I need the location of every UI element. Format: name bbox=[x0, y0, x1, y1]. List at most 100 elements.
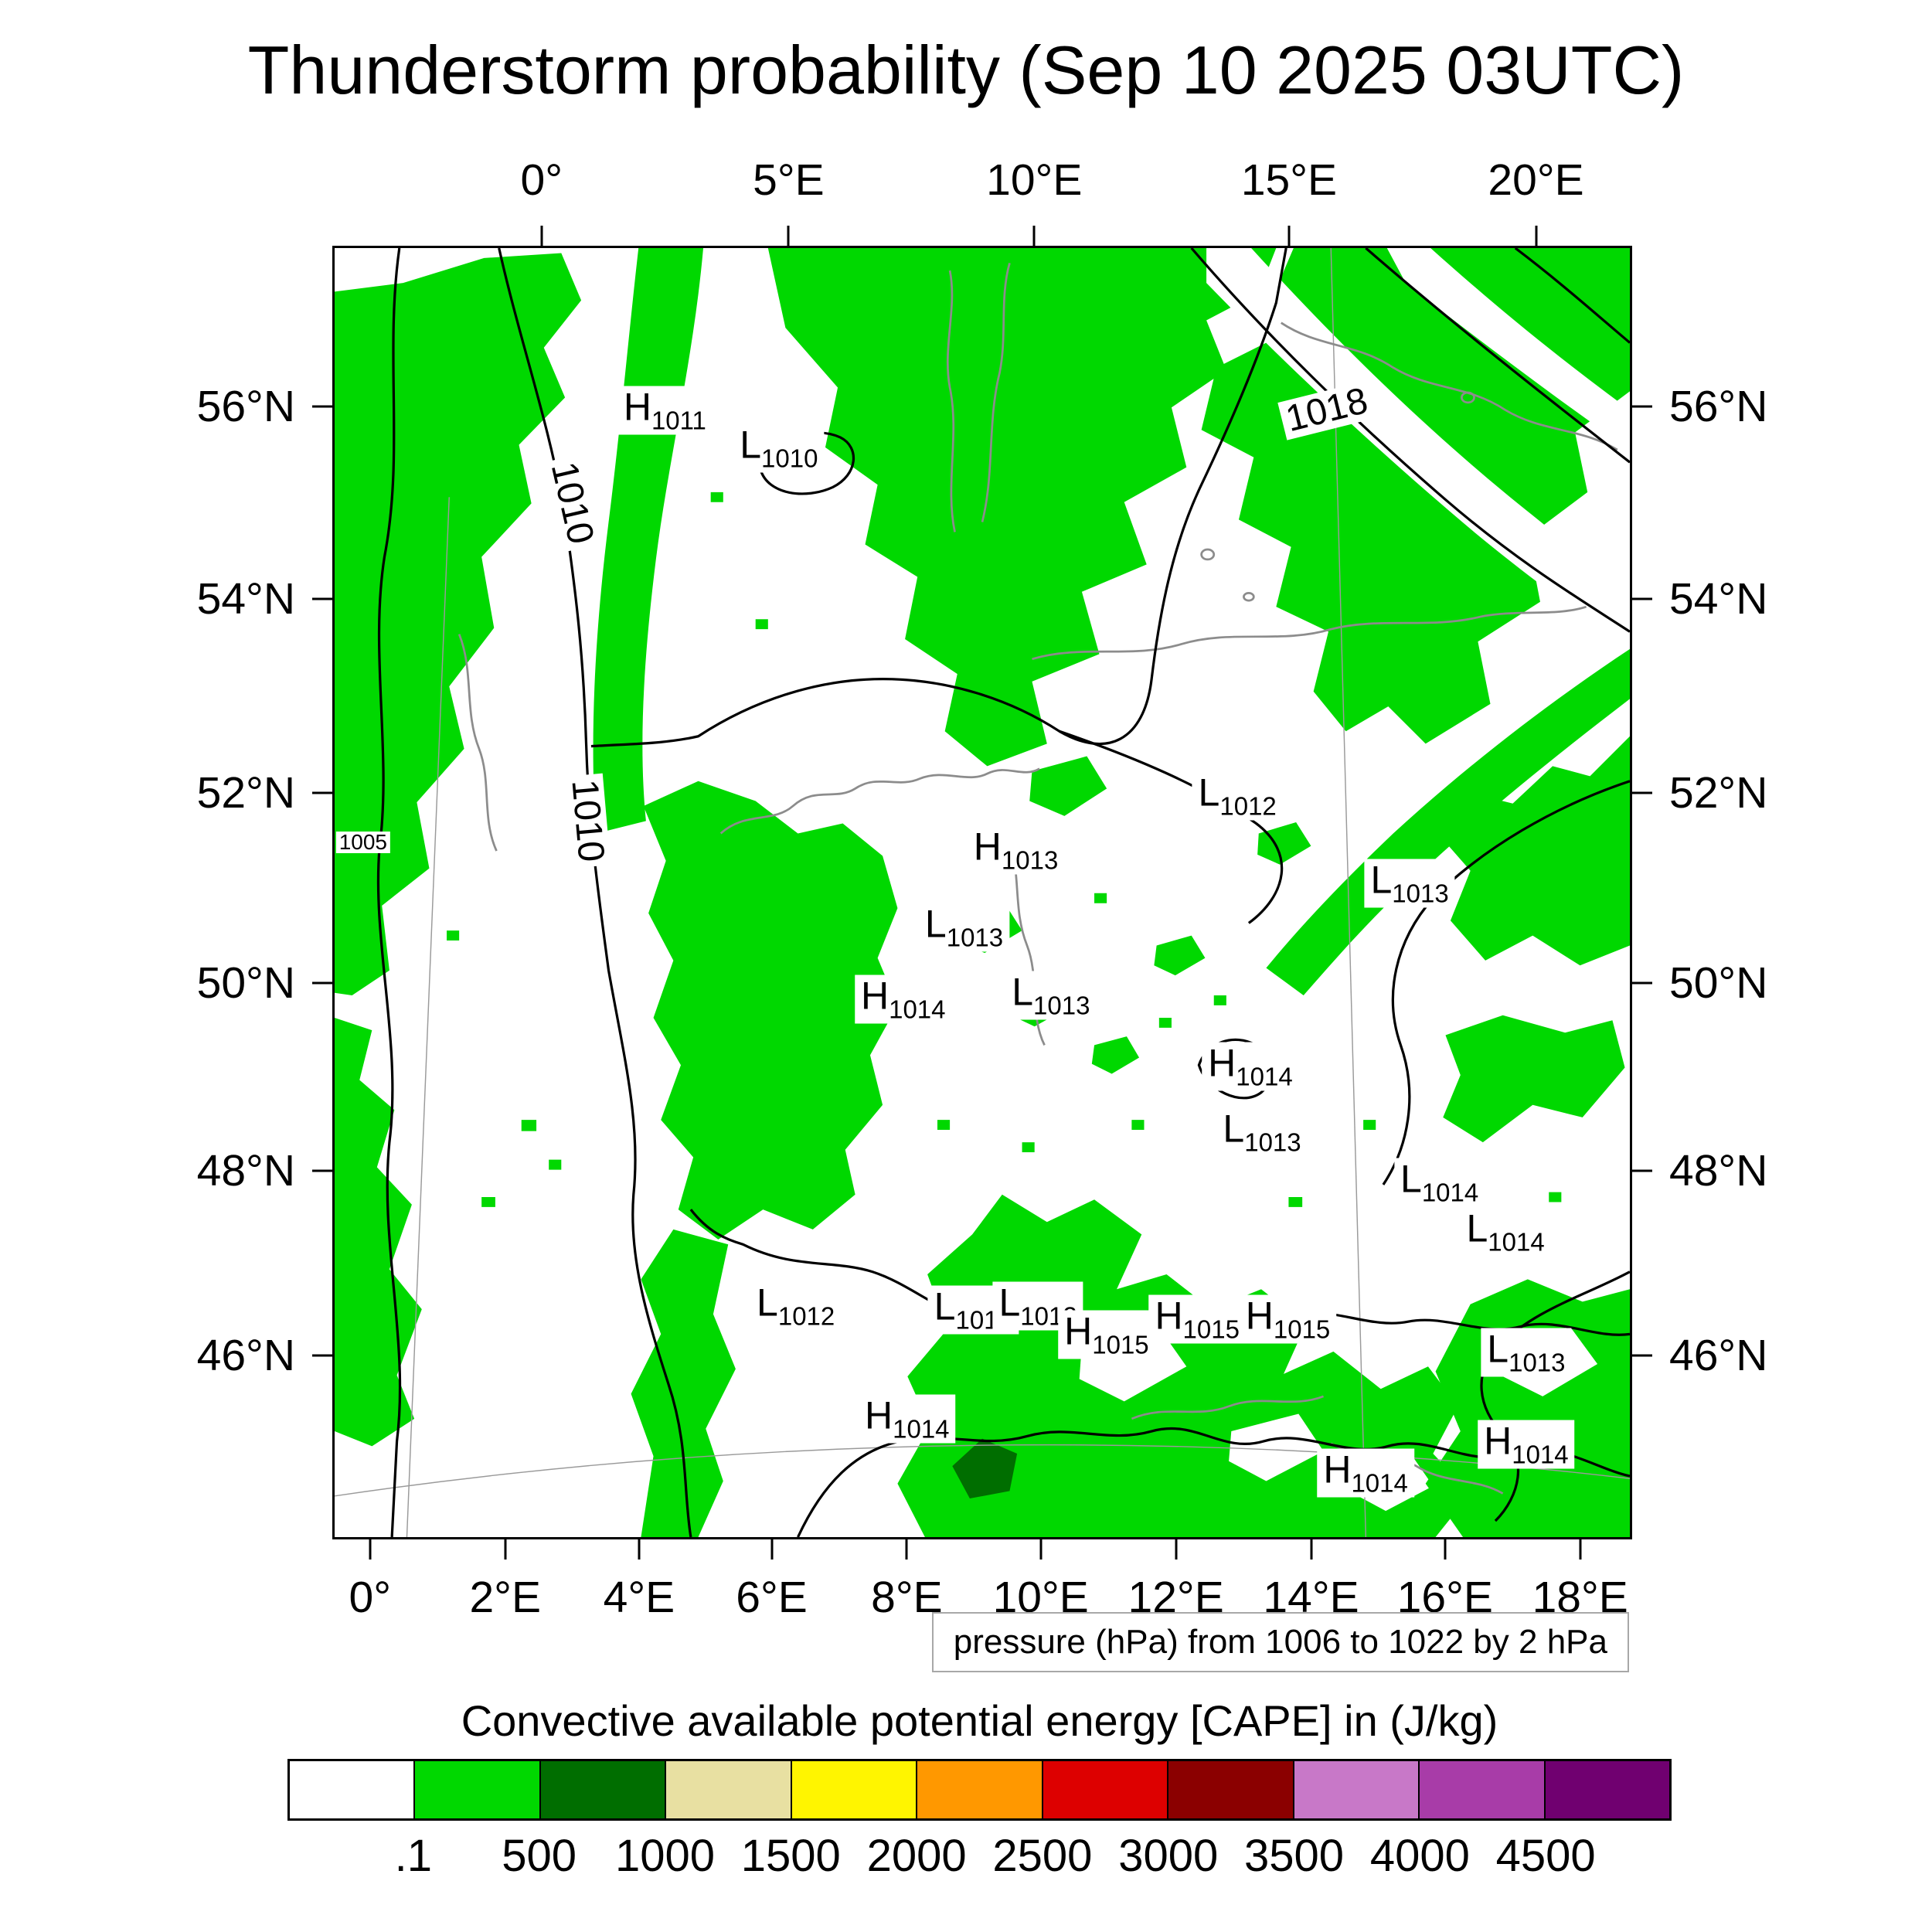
axis-label: 48°N bbox=[1669, 1145, 1768, 1196]
cape-region bbox=[1257, 821, 1311, 865]
pressure-center-label: H1015 bbox=[1058, 1309, 1155, 1359]
pressure-center-label: L1012 bbox=[750, 1281, 842, 1331]
colorbar-segment bbox=[540, 1761, 667, 1818]
pressure-center-letter: H bbox=[860, 974, 889, 1018]
colorbar-tick-labels: .1 500 1000 1500 2000 2500 3000 3500 4000 4500 bbox=[287, 1830, 1672, 1892]
pressure-center-label: H1014 bbox=[859, 1394, 956, 1444]
axis-label: 52°N bbox=[1669, 768, 1768, 818]
axis-label: 5°E bbox=[753, 155, 825, 205]
colorbar-segment bbox=[1043, 1761, 1169, 1818]
axis-tick bbox=[1632, 1354, 1652, 1357]
pressure-center-value: 1012 bbox=[777, 1301, 835, 1331]
colorbar-tick-label: 4000 bbox=[1369, 1831, 1470, 1881]
axis-label: 2°E bbox=[469, 1573, 541, 1622]
pressure-center-letter: L bbox=[1487, 1327, 1509, 1371]
colorbar-segment bbox=[1545, 1761, 1669, 1818]
pressure-center-letter: L bbox=[1370, 858, 1393, 902]
pressure-range-caption: pressure (hPa) from 1006 to 1022 by 2 hP… bbox=[931, 1612, 1629, 1672]
cape-region bbox=[335, 1017, 422, 1447]
pressure-center-value: 1014 bbox=[1421, 1178, 1479, 1207]
white-gap bbox=[1386, 248, 1630, 451]
colorbar-tick-label: 3500 bbox=[1244, 1831, 1345, 1881]
pressure-center-label: L1010 bbox=[733, 423, 825, 473]
cape-region-dark bbox=[952, 1438, 1018, 1499]
coastline bbox=[1281, 321, 1618, 451]
pressure-center-value: 1013 bbox=[1509, 1348, 1566, 1377]
pressure-center-letter: L bbox=[924, 902, 947, 946]
pressure-center-letter: L bbox=[1223, 1107, 1245, 1151]
cape-region bbox=[643, 781, 898, 1240]
colorbar-segment bbox=[290, 1761, 416, 1818]
axis-tick bbox=[638, 1539, 641, 1560]
axis-left-latitude: 56°N 54°N 52°N 50°N 48°N 46°N bbox=[108, 246, 332, 1539]
axis-tick bbox=[312, 597, 332, 600]
axis-tick bbox=[504, 1539, 507, 1560]
cape-region bbox=[335, 253, 582, 995]
isobar bbox=[590, 248, 1287, 748]
axis-tick bbox=[312, 791, 332, 794]
axis-tick bbox=[905, 1539, 908, 1560]
pressure-center-label: L1013 bbox=[1005, 970, 1097, 1020]
coastline bbox=[946, 270, 956, 532]
white-gap bbox=[1206, 248, 1630, 645]
pressure-center-label: H1015 bbox=[1148, 1294, 1246, 1344]
colorbar-tick-label: 1000 bbox=[614, 1831, 715, 1881]
axis-label: 6°E bbox=[736, 1573, 808, 1622]
axis-right-latitude: 56°N 54°N 52°N 50°N 48°N 46°N bbox=[1632, 246, 1872, 1539]
isobar bbox=[1514, 248, 1630, 344]
coastline bbox=[719, 767, 1040, 835]
axis-tick bbox=[770, 1539, 774, 1560]
coastline bbox=[1032, 605, 1587, 661]
axis-tick bbox=[1632, 405, 1652, 408]
colorbar-tick-label: 2500 bbox=[992, 1831, 1093, 1881]
graticule-line bbox=[406, 497, 450, 1537]
pressure-center-label: H1011 bbox=[617, 386, 713, 435]
pressure-center-letter: H bbox=[1155, 1294, 1183, 1338]
axis-label: 20°E bbox=[1488, 155, 1584, 205]
colorbar-tick-label: .1 bbox=[394, 1831, 432, 1881]
axis-tick bbox=[540, 226, 543, 246]
axis-tick bbox=[312, 405, 332, 408]
pressure-center-letter: L bbox=[1198, 770, 1220, 815]
pressure-center-value: 1014 bbox=[1512, 1440, 1569, 1469]
axis-tick bbox=[1632, 597, 1652, 600]
pressure-center-value: 1013 bbox=[1392, 879, 1449, 908]
axis-label: 56°N bbox=[196, 381, 295, 431]
colorbar-tick-label: 500 bbox=[502, 1831, 577, 1881]
pressure-center-label: L1012 bbox=[1192, 770, 1283, 821]
pressure-center-label: H1014 bbox=[1478, 1420, 1575, 1469]
pressure-center-value: 1015 bbox=[1273, 1315, 1331, 1344]
pressure-center-letter: L bbox=[1012, 970, 1034, 1014]
colorbar bbox=[287, 1759, 1672, 1821]
white-gap bbox=[1229, 1413, 1324, 1481]
pressure-center-label: H1015 bbox=[1239, 1294, 1337, 1344]
axis-tick bbox=[1535, 226, 1538, 246]
colorbar-segment bbox=[666, 1761, 792, 1818]
pressure-center-letter: H bbox=[1323, 1447, 1352, 1492]
pressure-center-label: L1014 bbox=[1460, 1207, 1551, 1257]
axis-label: 0° bbox=[520, 155, 563, 205]
axis-label: 0° bbox=[349, 1573, 392, 1622]
axis-label: 54°N bbox=[1669, 574, 1768, 624]
colorbar-segment bbox=[415, 1761, 541, 1818]
graticule-line bbox=[335, 1444, 1630, 1497]
pressure-center-letter: H bbox=[1208, 1041, 1236, 1085]
contour-value-label: 1018 bbox=[1277, 380, 1376, 440]
axis-tick bbox=[1632, 981, 1652, 985]
pressure-center-value: 1014 bbox=[889, 995, 946, 1024]
colorbar-tick-label: 3000 bbox=[1118, 1831, 1219, 1881]
pressure-center-letter: H bbox=[1064, 1309, 1093, 1353]
axis-label: 10°E bbox=[986, 155, 1083, 205]
axis-tick bbox=[1310, 1539, 1313, 1560]
pressure-center-label: H1014 bbox=[854, 974, 952, 1024]
axis-tick bbox=[312, 1169, 332, 1172]
colorbar-segment bbox=[917, 1761, 1043, 1818]
pressure-center-letter: H bbox=[623, 385, 651, 429]
pressure-center-letter: H bbox=[973, 825, 1002, 869]
axis-tick bbox=[1579, 1539, 1582, 1560]
axis-label: 15°E bbox=[1240, 155, 1338, 205]
graticule-line bbox=[1330, 248, 1367, 1537]
colorbar-segment bbox=[1294, 1761, 1420, 1818]
colorbar-tick-label: 4500 bbox=[1495, 1831, 1596, 1881]
axis-tick bbox=[1175, 1539, 1178, 1560]
